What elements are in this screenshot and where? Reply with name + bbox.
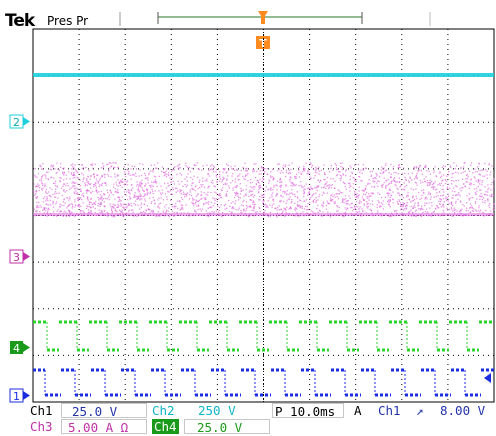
ch3-scale[interactable]: 5.00 A Ω	[61, 419, 147, 435]
ch3-trace-baseline	[33, 213, 494, 216]
channel-1-marker: 1	[9, 388, 30, 403]
trigger-slope-icon: ↗	[416, 403, 424, 418]
waveforms	[33, 73, 496, 397]
ch2-label: Ch2	[152, 403, 175, 418]
ch4-scale[interactable]: 25.0 V	[184, 419, 270, 435]
record-view-bar	[119, 12, 431, 26]
ch4-trace	[33, 320, 494, 352]
ch1-trace	[33, 368, 494, 397]
trigger-source[interactable]: Ch1	[378, 403, 401, 418]
channel-4-marker: 4	[10, 341, 30, 355]
trigger-mode: A	[354, 403, 362, 418]
ch3-trace	[33, 162, 496, 218]
ch4-label: Ch4	[152, 419, 179, 434]
svg-text:4: 4	[13, 342, 20, 355]
trigger-level-arrow-icon	[484, 373, 491, 383]
channel-2-marker: 2	[9, 114, 30, 129]
timebase[interactable]: P 10.0ms	[272, 403, 344, 419]
acquisition-state: Pres Pr	[47, 14, 89, 28]
svg-text:1: 1	[13, 390, 20, 403]
ch2-scale[interactable]: 250 V	[198, 403, 236, 418]
trigger-level[interactable]: 8.00 V	[440, 403, 486, 418]
svg-text:T: T	[259, 37, 267, 50]
ch1-scale[interactable]: 25.0 V	[61, 403, 147, 419]
svg-text:3: 3	[13, 251, 20, 264]
ch1-label: Ch1	[30, 403, 53, 418]
svg-text:2: 2	[13, 116, 20, 129]
readout-bar: Ch1 25.0 V Ch2 250 V P 10.0ms A Ch1 ↗ 8.…	[0, 403, 496, 436]
trigger-position-icon	[258, 11, 268, 24]
trigger-marker: T	[256, 36, 270, 50]
channel-3-marker: 3	[9, 249, 30, 264]
brand-logo: Tek	[5, 11, 35, 31]
ch3-label: Ch3	[30, 419, 53, 434]
ch2-trace	[33, 73, 494, 77]
